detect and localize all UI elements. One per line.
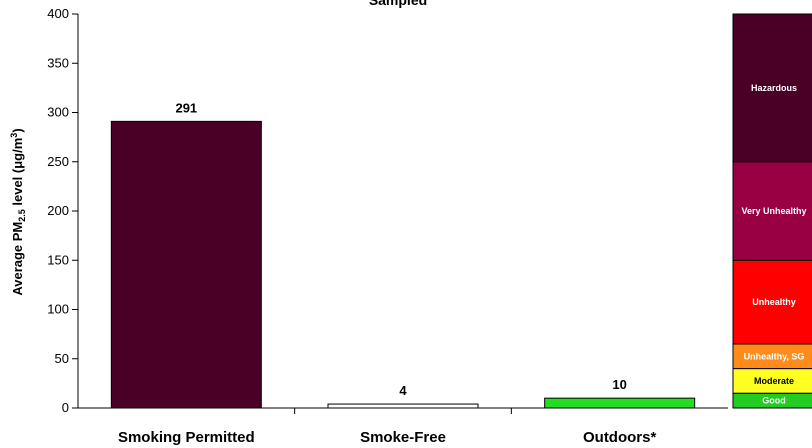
y-tick-label: 50 [55,351,69,366]
y-tick-label: 350 [47,55,69,70]
aqi-band-label: Very Unhealthy [741,206,806,216]
y-tick-label: 300 [47,105,69,120]
y-tick-label: 400 [47,6,69,21]
y-tick-label: 150 [47,252,69,267]
data-label: 291 [175,100,197,115]
y-tick-label: 0 [62,400,69,415]
aqi-band-label: Hazardous [751,83,797,93]
aqi-band [732,161,812,261]
bars-group: 291 4 10 [110,100,696,409]
category-label: Smoke-Free [360,429,446,446]
aqi-band [732,13,812,163]
aqi-band-label: Unhealthy, SG [744,351,805,361]
data-label: 10 [612,377,626,392]
air-quality-index-scale: Good Moderate Unhealthy, SG Unhealthy Very U… [732,13,812,409]
category-labels: Smoking Permitted Smoke-Free Outdoors* [118,429,657,446]
aqi-band-label: Moderate [754,376,794,386]
aqi-band-label: Unhealthy [752,297,796,307]
bar [327,403,479,409]
data-label: 4 [399,383,407,398]
chart-title: Sampled [369,0,427,8]
bar [110,120,262,409]
y-tick-label: 100 [47,302,69,317]
axes [77,14,728,414]
aqi-band [732,368,812,394]
aqi-band [732,343,812,370]
bar [544,397,696,409]
y-tick-label: 200 [47,203,69,218]
y-axis-label: Average PM2.5 level (μg/m3) [9,128,27,295]
y-tick-label: 250 [47,154,69,169]
aqi-band-label: Good [762,396,786,406]
category-label: Smoking Permitted [118,429,255,446]
category-label: Outdoors* [583,429,656,446]
y-axis-ticks: 0 50 100 150 200 250 300 350 400 [47,6,78,415]
